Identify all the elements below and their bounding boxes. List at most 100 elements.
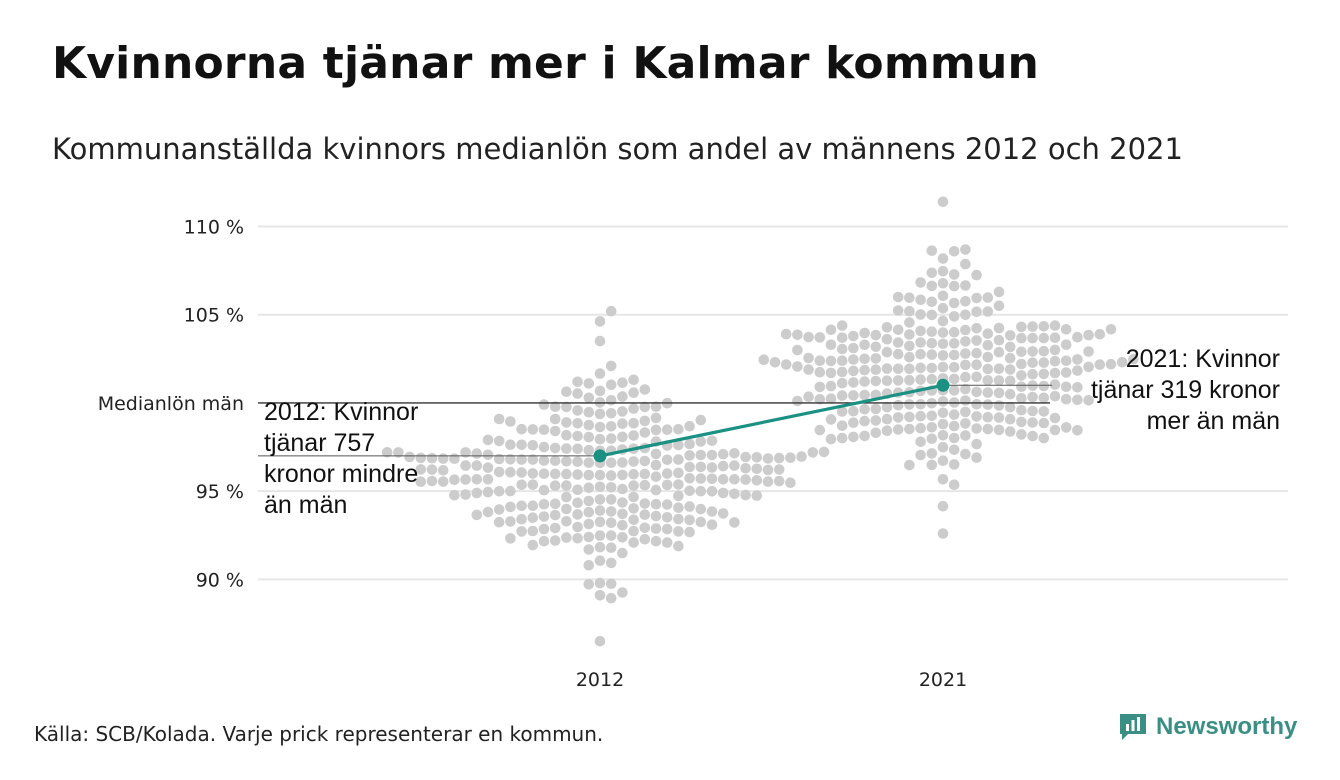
- municipality-dot: [583, 482, 595, 494]
- municipality-dot: [915, 309, 926, 320]
- municipality-dot: [426, 464, 438, 475]
- municipality-dot: [650, 498, 662, 510]
- municipality-dot: [527, 454, 539, 465]
- chart-subtitle: Kommunanställda kvinnors medianlön som a…: [52, 132, 1183, 166]
- municipality-dot: [661, 424, 673, 436]
- municipality-dot: [717, 487, 729, 499]
- municipality-dot: [948, 269, 960, 280]
- municipality-dot: [1016, 429, 1027, 440]
- municipality-dot: [948, 326, 960, 338]
- municipality-dot: [870, 427, 882, 439]
- municipality-dot: [404, 451, 415, 463]
- municipality-dot: [1016, 392, 1027, 404]
- municipality-dot: [796, 451, 807, 462]
- municipality-dot: [617, 532, 628, 543]
- municipality-dot: [751, 490, 763, 501]
- municipality-dot: [729, 460, 740, 471]
- x-axis-tick-labels: 2012 2021: [576, 669, 967, 691]
- municipality-dot: [1049, 355, 1061, 367]
- municipality-dot: [751, 463, 763, 475]
- municipality-dot: [594, 577, 606, 589]
- municipality-dot: [684, 485, 695, 497]
- municipality-dot: [549, 468, 561, 480]
- municipality-dot: [814, 366, 826, 378]
- municipality-dot: [848, 330, 859, 342]
- municipality-dot: [460, 460, 471, 471]
- municipality-dot: [561, 516, 572, 527]
- municipality-dot: [628, 537, 639, 548]
- municipality-dot: [825, 355, 837, 367]
- municipality-dot: [836, 390, 848, 401]
- municipality-dot: [673, 439, 684, 451]
- municipality-dot: [814, 332, 826, 343]
- municipality-dot: [780, 328, 792, 340]
- municipality-dot: [594, 590, 606, 601]
- municipality-dot: [684, 461, 695, 473]
- municipality-dot: [982, 306, 994, 317]
- municipality-dot: [982, 411, 994, 423]
- municipality-dot: [561, 386, 572, 398]
- municipality-dot: [948, 373, 960, 385]
- municipality-dot: [1027, 321, 1038, 332]
- municipality-dot: [960, 309, 971, 321]
- municipality-dot: [1038, 332, 1050, 344]
- municipality-dot: [605, 360, 617, 372]
- municipality-dot: [605, 470, 617, 481]
- municipality-dot: [493, 516, 505, 528]
- municipality-dot: [993, 300, 1005, 312]
- municipality-dot: [583, 378, 595, 389]
- municipality-dot: [892, 324, 904, 336]
- municipality-dot: [1083, 346, 1094, 357]
- municipality-dot: [937, 338, 949, 350]
- municipality-dot: [617, 457, 628, 468]
- municipality-dot: [904, 423, 915, 435]
- municipality-dot: [393, 447, 404, 458]
- municipality-dot: [628, 468, 639, 480]
- gridlines: [258, 225, 1288, 581]
- municipality-dot: [695, 414, 707, 426]
- municipality-dot: [915, 337, 926, 348]
- municipality-dot: [605, 578, 617, 590]
- municipality-dot: [594, 421, 606, 433]
- municipality-dot: [549, 401, 561, 413]
- municipality-dot: [904, 292, 915, 304]
- municipality-dot: [982, 387, 994, 398]
- municipality-dot: [583, 419, 595, 431]
- municipality-dot: [1094, 359, 1106, 370]
- municipality-dot: [516, 513, 527, 525]
- municipality-dot: [982, 292, 994, 303]
- municipality-dot: [538, 511, 550, 522]
- municipality-dot: [639, 533, 651, 545]
- municipality-dot: [516, 526, 527, 537]
- municipality-dot: [594, 385, 606, 397]
- municipality-dot: [617, 391, 628, 402]
- municipality-dot: [605, 421, 617, 432]
- municipality-dot: [572, 469, 583, 480]
- municipality-dot: [605, 506, 617, 517]
- municipality-dot: [415, 452, 427, 464]
- municipality-dot: [937, 315, 949, 327]
- municipality-dot: [482, 474, 494, 485]
- municipality-dot: [639, 415, 651, 427]
- municipality-dot: [605, 305, 617, 317]
- municipality-dot: [971, 399, 982, 410]
- municipality-dot: [792, 395, 803, 407]
- municipality-dot: [605, 542, 617, 553]
- municipality-dot: [572, 533, 583, 544]
- municipality-dot: [729, 517, 740, 528]
- municipality-dot: [505, 466, 516, 478]
- municipality-dot: [549, 509, 561, 521]
- municipality-dot: [695, 473, 707, 484]
- municipality-dot: [948, 362, 960, 373]
- municipality-dot: [561, 491, 572, 503]
- municipality-dot: [948, 409, 960, 420]
- municipality-dot: [971, 423, 982, 434]
- municipality-dot: [505, 533, 516, 544]
- municipality-dot: [937, 528, 949, 539]
- municipality-dot: [583, 495, 595, 507]
- municipality-dot: [960, 296, 971, 307]
- municipality-dot: [881, 401, 893, 413]
- municipality-dot: [993, 322, 1005, 334]
- municipality-dot: [960, 371, 971, 383]
- municipality-dot: [1049, 412, 1061, 424]
